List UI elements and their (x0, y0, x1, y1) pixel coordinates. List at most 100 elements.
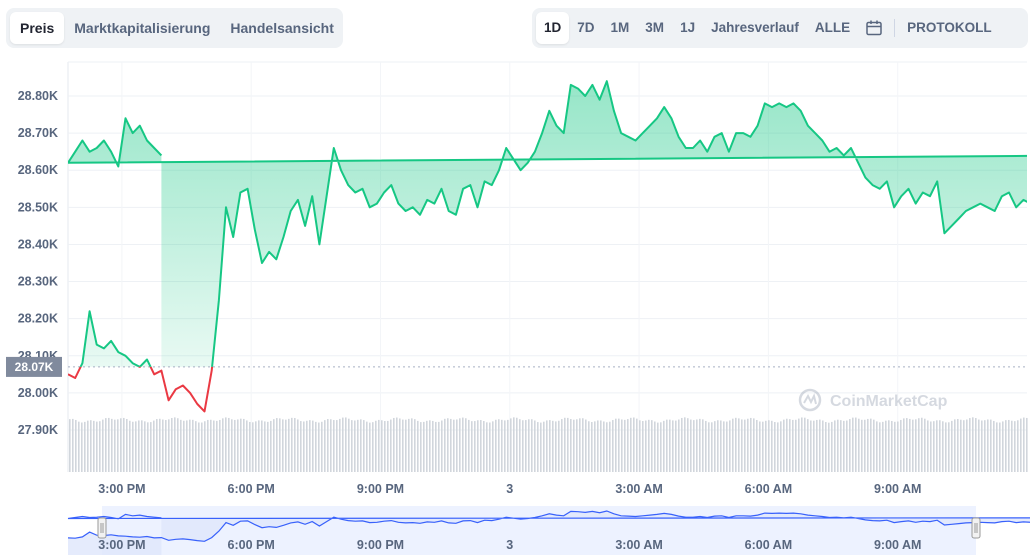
range-1d[interactable]: 1D (536, 12, 570, 44)
volume-bar (480, 420, 482, 472)
volume-bar (900, 419, 902, 472)
range-3m[interactable]: 3M (645, 20, 665, 35)
volume-bar (291, 417, 293, 472)
volume-bar (789, 419, 791, 472)
volume-bar (687, 418, 689, 472)
range-1j[interactable]: 1J (680, 20, 696, 35)
navigator-tick-label: 3 (506, 538, 513, 552)
volume-bar (987, 419, 989, 472)
volume-bar (549, 420, 551, 472)
volume-bar (399, 418, 401, 472)
tab-preis[interactable]: Preis (10, 12, 65, 44)
volume-bar (618, 418, 620, 472)
volume-bar (1017, 420, 1019, 472)
volume-bar (708, 422, 710, 472)
volume-bar (267, 421, 269, 472)
volume-bar (969, 418, 971, 472)
x-tick-label: 3:00 AM (615, 482, 662, 496)
volume-bar (630, 417, 632, 472)
volume-bar (978, 419, 980, 472)
range-alle[interactable]: ALLE (814, 20, 851, 35)
volume-bar (453, 419, 455, 472)
volume-bar (822, 420, 824, 472)
volume-bar (249, 421, 251, 472)
volume-bar (492, 421, 494, 472)
x-tick-label: 9:00 PM (357, 482, 404, 496)
volume-bar (207, 419, 209, 472)
volume-bar (168, 419, 170, 472)
volume-bar (792, 419, 794, 472)
volume-bar (852, 417, 854, 472)
volume-bar (402, 419, 404, 472)
volume-bar (726, 421, 728, 472)
volume-bar (537, 422, 539, 472)
volume-bar (294, 417, 296, 472)
volume-bar (840, 420, 842, 472)
volume-bar (834, 420, 836, 472)
volume-bar (117, 419, 119, 472)
volume-bar (705, 420, 707, 472)
volume-bar (183, 420, 185, 472)
tab-handelsansicht[interactable]: Handelsansicht (230, 20, 334, 36)
y-tick-label: 28.30K (18, 275, 58, 289)
volume-bar (531, 419, 533, 472)
volume-bar (867, 418, 869, 472)
volume-bar (963, 420, 965, 472)
range-jahresverlauf[interactable]: Jahresverlauf (711, 20, 799, 35)
volume-bar (1026, 417, 1028, 472)
volume-bar (195, 421, 197, 472)
volume-bar (285, 419, 287, 472)
navigator-left-handle-grip (97, 517, 107, 539)
volume-bar (717, 420, 719, 472)
volume-bar (429, 420, 431, 472)
volume-bar (615, 418, 617, 472)
volume-bar (129, 420, 131, 472)
navigator-left-handle[interactable] (97, 517, 107, 539)
volume-bar (138, 420, 140, 472)
volume-bar (954, 419, 956, 472)
volume-bar (180, 419, 182, 472)
volume-bar (177, 418, 179, 472)
tab-marktkapitalisierung[interactable]: Marktkapitalisierung (74, 20, 211, 36)
range-1m[interactable]: 1M (610, 20, 630, 35)
volume-bar (447, 418, 449, 472)
volume-bar (141, 420, 143, 472)
volume-bar (171, 417, 173, 472)
volume-bar (765, 420, 767, 472)
volume-bar (720, 420, 722, 472)
volume-bar (375, 420, 377, 472)
volume-bar (699, 418, 701, 472)
volume-bar (189, 419, 191, 472)
volume-bar (621, 419, 623, 472)
volume-bar (396, 417, 398, 472)
volume-bar (858, 418, 860, 472)
volume-bar (810, 420, 812, 472)
volume-bar (246, 420, 248, 472)
navigator-tick-label: 6:00 AM (745, 538, 792, 552)
calendar-icon[interactable] (858, 12, 890, 44)
volume-bar (132, 421, 134, 472)
navigator-tick-label: 3:00 PM (98, 538, 145, 552)
volume-bar (366, 421, 368, 472)
volume-bar (255, 421, 257, 472)
log-scale-toggle[interactable]: PROTOKOLL (907, 20, 992, 35)
volume-bar (312, 420, 314, 472)
volume-bar (696, 419, 698, 472)
volume-bar (114, 419, 116, 472)
volume-bar (357, 419, 359, 472)
volume-bar (879, 422, 881, 472)
volume-bar (786, 418, 788, 472)
volume-bar (213, 420, 215, 472)
volume-bar (1020, 418, 1022, 472)
volume-bar (948, 422, 950, 472)
range-7d[interactable]: 7D (577, 20, 595, 35)
volume-bar (462, 417, 464, 472)
volume-bar (390, 419, 392, 472)
volume-bar (444, 418, 446, 472)
volume-bar (336, 420, 338, 472)
volume-bar (795, 419, 797, 472)
navigator-right-handle[interactable] (971, 517, 981, 539)
volume-bar (642, 421, 644, 472)
volume-bar (807, 419, 809, 472)
volume-bar (243, 418, 245, 472)
